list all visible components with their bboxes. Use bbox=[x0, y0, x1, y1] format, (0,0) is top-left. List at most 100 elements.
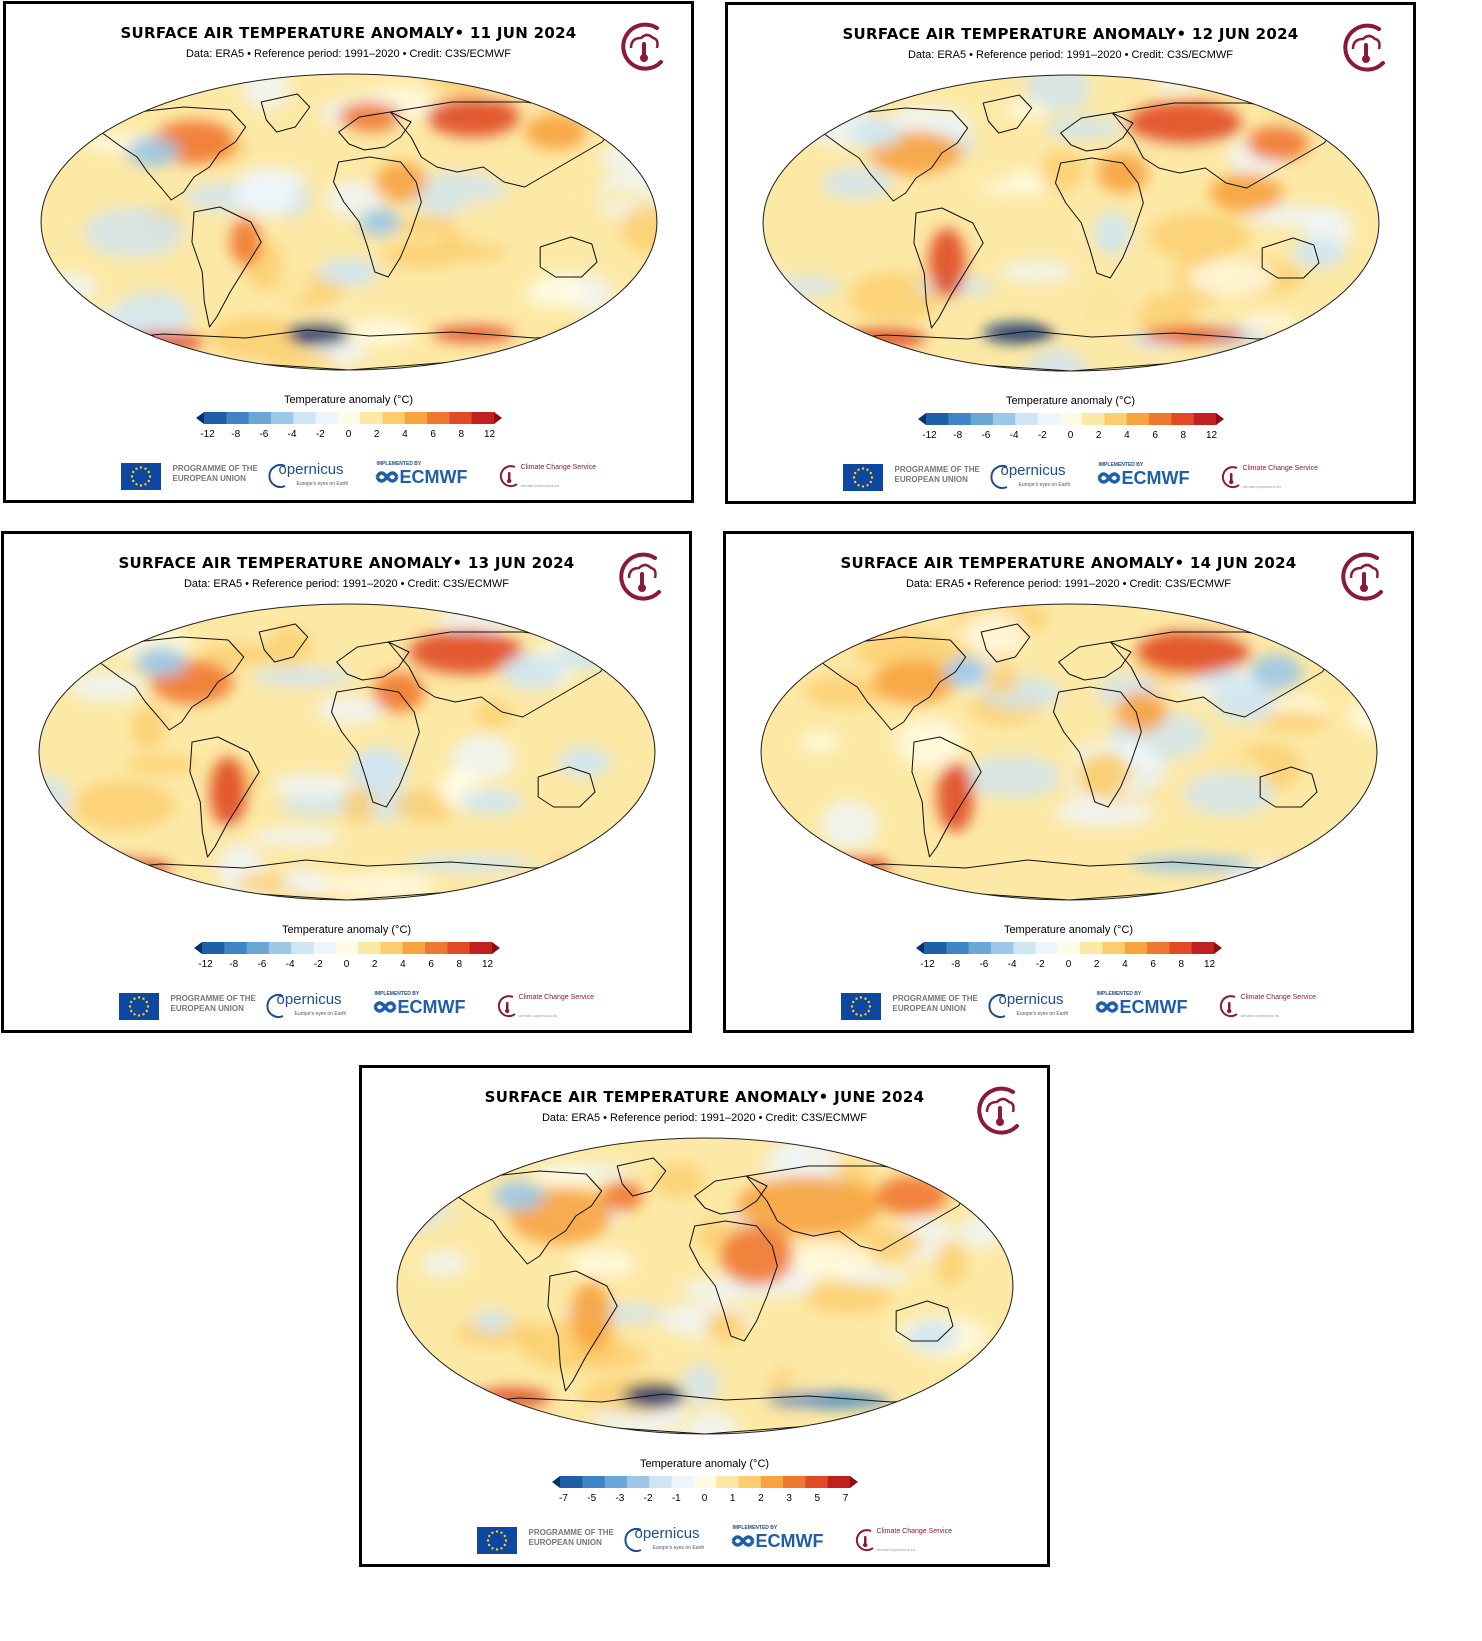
anomaly-map bbox=[762, 74, 1379, 372]
footer-logos: PROGRAMME OF THE EUROPEAN UNION opernicus… bbox=[476, 1524, 952, 1558]
eu-programme-text: PROGRAMME OF THE EUROPEAN UNION bbox=[894, 465, 980, 484]
colorbar-tick-label: 1 bbox=[729, 1493, 736, 1504]
ecmwf-wordmark: ECMWF bbox=[1121, 468, 1190, 488]
colorbar-tick-label: 8 bbox=[1180, 430, 1187, 441]
climate-change-service-icon bbox=[1221, 466, 1240, 489]
copernicus-wordmark: opernicus bbox=[276, 991, 342, 1008]
eu-flag-icon bbox=[476, 1527, 517, 1554]
colorbar bbox=[917, 413, 1224, 425]
colorbar-tick-label: -6 bbox=[257, 959, 267, 970]
panel-14-jun: SURFACE AIR TEMPERATURE ANOMALY• 14 JUN … bbox=[723, 531, 1414, 1033]
colorbar-tick-label: 4 bbox=[402, 429, 408, 440]
eu-flag-icon bbox=[842, 464, 883, 491]
climate-change-service-icon bbox=[499, 465, 518, 488]
colorbar-tick-label: 12 bbox=[1205, 430, 1218, 441]
climate-change-service-text: Climate Change Service bbox=[1240, 994, 1316, 1001]
panel-title: SURFACE AIR TEMPERATURE ANOMALY• 13 JUN … bbox=[118, 554, 575, 572]
copernicus-wordmark: opernicus bbox=[634, 1525, 700, 1542]
panel-june-2024: SURFACE AIR TEMPERATURE ANOMALY• JUNE 20… bbox=[359, 1065, 1050, 1567]
colorbar-tick-label: -2 bbox=[643, 1493, 653, 1504]
ecmwf-logo-icon bbox=[372, 1001, 397, 1013]
colorbar-tick-label: 5 bbox=[814, 1493, 821, 1504]
ecmwf-logo-icon bbox=[1096, 472, 1121, 484]
colorbar-tick-label: 6 bbox=[1152, 430, 1158, 441]
eu-programme-text: PROGRAMME OF THE EUROPEAN UNION bbox=[172, 464, 258, 483]
eu-flag-icon bbox=[840, 993, 881, 1020]
colorbar-tick-label: 2 bbox=[371, 959, 378, 970]
climate-change-service-text: Climate Change Service bbox=[876, 1528, 952, 1535]
colorbar-tick-label: -1 bbox=[671, 1493, 681, 1504]
eu-flag-icon bbox=[120, 463, 161, 490]
climate-change-service-url: climate.copernicus.eu bbox=[1240, 1013, 1280, 1018]
copernicus-c-icon bbox=[265, 994, 283, 1018]
panel-12-jun: SURFACE AIR TEMPERATURE ANOMALY• 12 JUN … bbox=[725, 2, 1416, 504]
colorbar-tick-label: -8 bbox=[951, 959, 961, 970]
c3s-thermometer-icon bbox=[1343, 23, 1385, 72]
ecmwf-logo-icon bbox=[730, 1535, 755, 1547]
anomaly-map bbox=[396, 1137, 1013, 1435]
ecmwf-wordmark: ECMWF bbox=[1119, 997, 1188, 1017]
anomaly-map bbox=[38, 603, 655, 901]
ecmwf-wordmark: ECMWF bbox=[755, 1531, 824, 1551]
colorbar-tick-label: 6 bbox=[428, 959, 434, 970]
copernicus-tagline: Europe's eyes on Earth bbox=[1018, 482, 1071, 488]
colorbar-tick-label: -12 bbox=[922, 430, 937, 441]
c3s-thermometer-icon bbox=[1341, 552, 1383, 601]
climate-change-service-url: climate.copernicus.eu bbox=[520, 483, 560, 488]
implemented-by-label: IMPLEMENTED BY bbox=[1096, 991, 1142, 997]
copernicus-tagline: Europe's eyes on Earth bbox=[294, 1011, 347, 1017]
colorbar-tick-label: -4 bbox=[1007, 959, 1017, 970]
colorbar-tick-label: -12 bbox=[200, 429, 215, 440]
eu-programme-text: PROGRAMME OF THE EUROPEAN UNION bbox=[892, 994, 978, 1013]
colorbar bbox=[915, 942, 1222, 954]
colorbar-label: Temperature anomaly (°C) bbox=[281, 924, 412, 936]
colorbar-tick-label: 7 bbox=[842, 1493, 849, 1504]
climate-change-service-text: Climate Change Service bbox=[520, 464, 596, 471]
copernicus-tagline: Europe's eyes on Earth bbox=[652, 1545, 705, 1551]
ecmwf-wordmark: ECMWF bbox=[397, 997, 466, 1017]
panel-subtitle: Data: ERA5 • Reference period: 1991–2020… bbox=[905, 578, 1232, 590]
colorbar-tick-label: 0 bbox=[1067, 430, 1074, 441]
colorbar-tick-label: 12 bbox=[483, 429, 496, 440]
anomaly-map bbox=[40, 73, 657, 371]
copernicus-wordmark: opernicus bbox=[998, 991, 1064, 1008]
footer-logos: PROGRAMME OF THE EUROPEAN UNION opernicus… bbox=[120, 460, 596, 494]
footer-logos: PROGRAMME OF THE EUROPEAN UNION opernicus… bbox=[840, 990, 1316, 1024]
implemented-by-label: IMPLEMENTED BY bbox=[1098, 462, 1144, 468]
colorbar-tick-label: -7 bbox=[559, 1493, 568, 1504]
panel-11-jun: SURFACE AIR TEMPERATURE ANOMALY• 11 JUN … bbox=[3, 1, 694, 503]
climate-change-service-url: climate.copernicus.eu bbox=[518, 1013, 558, 1018]
copernicus-c-icon bbox=[989, 465, 1007, 489]
copernicus-tagline: Europe's eyes on Earth bbox=[296, 481, 349, 487]
colorbar-tick-label: -2 bbox=[313, 959, 323, 970]
colorbar-tick-label: 8 bbox=[1178, 959, 1185, 970]
colorbar-tick-label: 8 bbox=[458, 429, 465, 440]
colorbar-tick-label: 2 bbox=[758, 1493, 764, 1504]
panel-subtitle: Data: ERA5 • Reference period: 1991–2020… bbox=[183, 578, 510, 590]
climate-change-service-icon bbox=[1219, 995, 1238, 1018]
eu-programme-text: PROGRAMME OF THE EUROPEAN UNION bbox=[528, 1528, 614, 1547]
colorbar-tick-label: 0 bbox=[701, 1493, 708, 1504]
panel-13-jun: SURFACE AIR TEMPERATURE ANOMALY• 13 JUN … bbox=[1, 531, 692, 1033]
panel-title: SURFACE AIR TEMPERATURE ANOMALY• JUNE 20… bbox=[484, 1088, 925, 1106]
colorbar-tick-label: 4 bbox=[1124, 430, 1130, 441]
copernicus-c-icon bbox=[267, 464, 285, 488]
implemented-by-label: IMPLEMENTED BY bbox=[374, 991, 420, 997]
colorbar-tick-label: 2 bbox=[373, 429, 380, 440]
colorbar-tick-label: -2 bbox=[315, 429, 325, 440]
c3s-thermometer-icon bbox=[621, 22, 663, 71]
colorbar-tick-label: 0 bbox=[343, 959, 350, 970]
colorbar-label: Temperature anomaly (°C) bbox=[639, 1458, 770, 1470]
colorbar-tick-label: 2 bbox=[1095, 430, 1102, 441]
panel-subtitle: Data: ERA5 • Reference period: 1991–2020… bbox=[541, 1112, 868, 1124]
colorbar bbox=[195, 412, 502, 424]
panel-title: SURFACE AIR TEMPERATURE ANOMALY• 12 JUN … bbox=[842, 25, 1299, 43]
colorbar-tick-label: -4 bbox=[1009, 430, 1019, 441]
copernicus-c-icon bbox=[623, 1528, 641, 1552]
colorbar-tick-label: -12 bbox=[920, 959, 935, 970]
c3s-thermometer-icon bbox=[619, 552, 661, 601]
colorbar-tick-label: 12 bbox=[481, 959, 494, 970]
colorbar-tick-label: -6 bbox=[259, 429, 269, 440]
colorbar-tick-label: 0 bbox=[345, 429, 352, 440]
panel-subtitle: Data: ERA5 • Reference period: 1991–2020… bbox=[185, 48, 512, 60]
